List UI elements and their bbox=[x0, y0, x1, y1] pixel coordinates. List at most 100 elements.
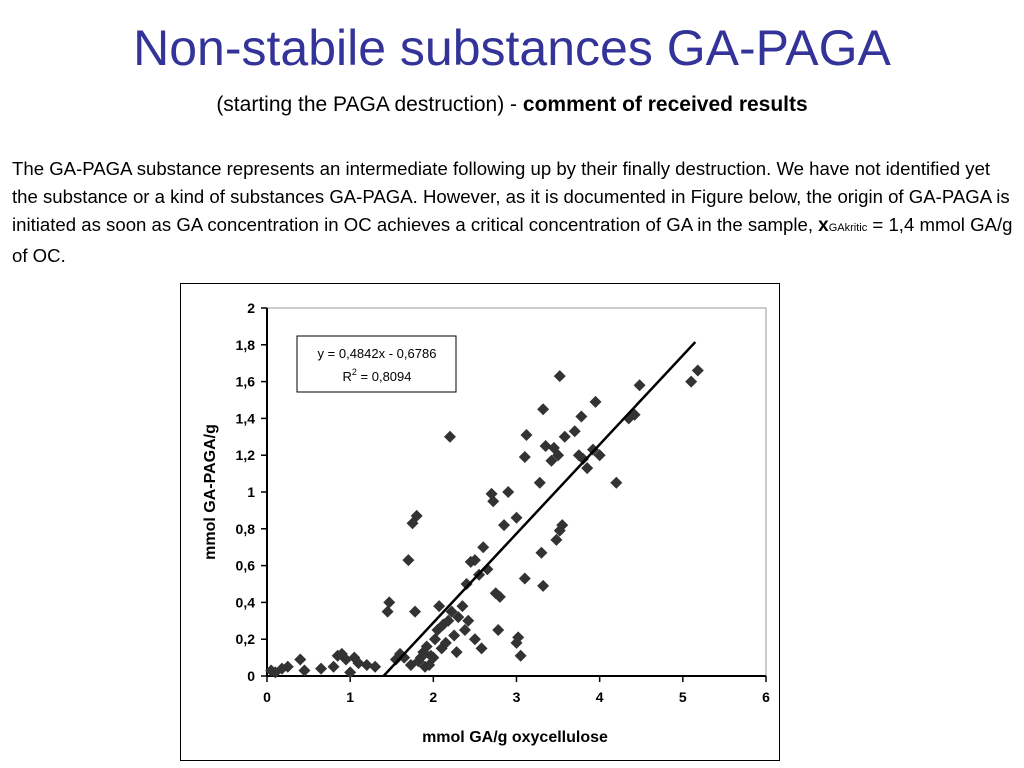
y-tick-label: 0,2 bbox=[236, 631, 256, 647]
data-point bbox=[633, 379, 646, 392]
data-point bbox=[685, 375, 698, 388]
data-point bbox=[458, 624, 471, 636]
data-point bbox=[518, 572, 531, 585]
data-point bbox=[577, 452, 590, 465]
y-tick-label: 1,2 bbox=[236, 447, 256, 463]
scatter-chart: 0 0,2 0,4 0,6 0,8 1 1,2 1,4 1,6 1,8 2 0 1 2 3 4 5 6 y = 0… bbox=[202, 300, 771, 746]
y-tick-label: 0,4 bbox=[236, 594, 256, 610]
data-point bbox=[550, 533, 563, 546]
trendline bbox=[382, 341, 697, 677]
x-tick-label: 5 bbox=[679, 689, 687, 705]
data-point bbox=[381, 605, 394, 618]
x-tick-label: 3 bbox=[513, 689, 521, 705]
x-axis-label: mmol GA/g oxycellulose bbox=[422, 729, 608, 746]
data-point bbox=[553, 370, 566, 383]
data-point bbox=[414, 651, 427, 664]
y-axis-label: mmol GA-PAGA/g bbox=[202, 424, 219, 560]
y-tick-label: 1,8 bbox=[236, 337, 256, 353]
data-point bbox=[518, 451, 531, 464]
data-point bbox=[456, 600, 469, 613]
data-point bbox=[402, 554, 415, 567]
data-point bbox=[410, 509, 423, 522]
data-point bbox=[452, 611, 465, 624]
data-point bbox=[450, 646, 463, 659]
data-point bbox=[404, 658, 417, 671]
data-point bbox=[352, 657, 365, 670]
chart-frame: 0 0,2 0,4 0,6 0,8 1 1,2 1,4 1,6 1,8 2 0 1 2 3 4 5 6 y = 0… bbox=[180, 283, 780, 761]
trendline-equation: y = 0,4842x - 0,6786 bbox=[318, 346, 437, 361]
data-point bbox=[468, 554, 481, 567]
data-point bbox=[572, 449, 585, 462]
y-tick-label: 2 bbox=[247, 300, 255, 316]
data-point bbox=[360, 658, 373, 671]
data-point bbox=[593, 449, 606, 462]
data-point bbox=[383, 596, 396, 609]
data-point bbox=[428, 633, 441, 646]
paragraph-tail: = 1,4 mmol GA/g of OC. bbox=[12, 214, 1013, 266]
data-point bbox=[369, 660, 382, 673]
r2-value: = 0,8094 bbox=[357, 369, 412, 384]
y-tick-label: 0 bbox=[247, 668, 255, 684]
data-point bbox=[281, 660, 294, 673]
data-point bbox=[575, 410, 588, 423]
data-point bbox=[335, 647, 348, 660]
data-point bbox=[520, 428, 533, 441]
data-point bbox=[340, 653, 353, 666]
data-point bbox=[487, 495, 500, 508]
data-point bbox=[398, 651, 411, 664]
x-tick-label: 1 bbox=[346, 689, 354, 705]
data-point bbox=[460, 578, 473, 590]
data-point bbox=[420, 640, 433, 653]
data-point bbox=[477, 541, 490, 554]
data-point bbox=[462, 614, 475, 627]
x-symbol: x bbox=[818, 215, 829, 236]
data-point bbox=[409, 605, 422, 618]
data-point bbox=[558, 430, 571, 443]
x-tick-label: 6 bbox=[762, 689, 770, 705]
data-point bbox=[423, 658, 436, 671]
data-point bbox=[510, 511, 523, 524]
data-point bbox=[493, 590, 506, 603]
data-point bbox=[552, 449, 565, 462]
data-point bbox=[502, 486, 515, 498]
x-tick-label: 2 bbox=[429, 689, 437, 705]
data-point bbox=[475, 642, 488, 655]
data-point bbox=[610, 476, 623, 489]
data-point bbox=[437, 618, 450, 631]
data-point bbox=[445, 605, 458, 618]
data-point bbox=[315, 662, 328, 675]
data-point bbox=[298, 664, 311, 677]
data-point bbox=[537, 403, 550, 416]
paragraph-text: The GA-PAGA substance represents an inte… bbox=[12, 158, 1010, 235]
data-point bbox=[394, 647, 407, 660]
data-point bbox=[539, 440, 552, 452]
data-point bbox=[556, 519, 569, 532]
page-subtitle: (starting the PAGA destruction) - commen… bbox=[0, 90, 1024, 120]
data-point bbox=[568, 425, 581, 438]
data-point bbox=[545, 454, 558, 467]
r2-prefix: R bbox=[343, 369, 352, 384]
page-title: Non-stabile substances GA-PAGA bbox=[133, 20, 891, 76]
x-subscript: GAkritic bbox=[828, 222, 868, 234]
data-point bbox=[448, 629, 461, 642]
data-point bbox=[443, 430, 456, 443]
data-point bbox=[537, 579, 550, 592]
subtitle-normal: (starting the PAGA destruction) - bbox=[216, 93, 518, 116]
data-point bbox=[327, 660, 340, 673]
data-point bbox=[294, 653, 307, 666]
data-point bbox=[553, 524, 566, 537]
trendline-r2: R2 = 0,8094 bbox=[343, 367, 412, 384]
data-point bbox=[514, 649, 527, 662]
data-point bbox=[344, 666, 357, 679]
y-tick-label: 0,8 bbox=[236, 521, 256, 537]
data-point bbox=[589, 395, 602, 408]
y-tick-label: 1,6 bbox=[236, 374, 256, 390]
data-point bbox=[468, 633, 481, 646]
equation-box: y = 0,4842x - 0,6786 R2 = 0,8094 bbox=[296, 335, 457, 393]
data-point bbox=[492, 624, 505, 636]
r2-sup: 2 bbox=[352, 367, 357, 377]
data-point bbox=[512, 631, 525, 644]
chart-ticks: 0 0,2 0,4 0,6 0,8 1 1,2 1,4 1,6 1,8 2 0 1 2 3 4 5 6 bbox=[236, 300, 771, 705]
data-point bbox=[442, 614, 455, 627]
data-point bbox=[691, 364, 704, 377]
